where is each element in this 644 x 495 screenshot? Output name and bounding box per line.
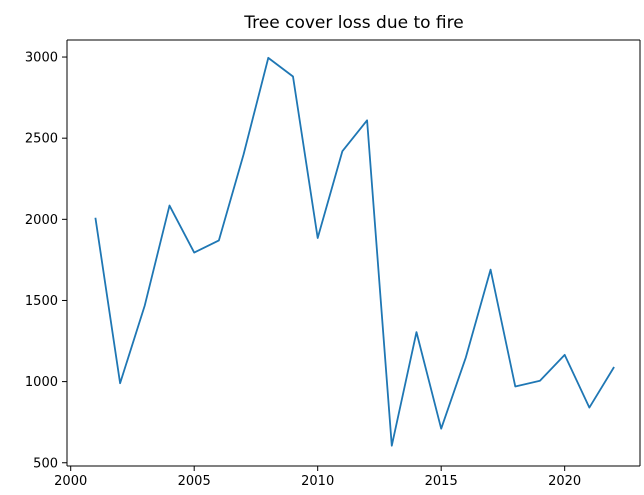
ticks: 2000 2005 2010 2015 2020 500 1000 1500 2000 2500 3… [25, 51, 581, 489]
data-point [316, 236, 320, 240]
series-line [94, 56, 615, 447]
x-tick-label: 2020 [548, 474, 581, 489]
data-point [118, 381, 122, 385]
data-point [414, 330, 418, 334]
data-point [266, 56, 270, 60]
data-point [513, 384, 517, 388]
y-tick-label: 3000 [25, 51, 58, 66]
x-tick-label: 2010 [301, 474, 334, 489]
x-tick-label: 2015 [425, 474, 458, 489]
data-point [93, 216, 97, 220]
y-tick-label: 1500 [25, 294, 58, 309]
data-point [538, 379, 542, 383]
data-point [365, 118, 369, 122]
y-tick-label: 1000 [25, 375, 58, 390]
data-point [192, 251, 196, 255]
data-point [390, 444, 394, 448]
series-layer [93, 56, 616, 448]
data-point [291, 75, 295, 79]
data-point [217, 238, 221, 242]
data-point [587, 406, 591, 410]
data-point [563, 353, 567, 357]
data-point [242, 152, 246, 156]
x-tick-label: 2000 [54, 474, 87, 489]
y-tick-label: 2000 [25, 213, 58, 228]
data-point [340, 149, 344, 153]
data-point [489, 268, 493, 272]
axes [66, 39, 641, 467]
y-tick-label: 2500 [25, 132, 58, 147]
chart-title: Tree cover loss due to fire [243, 13, 463, 33]
data-point [439, 427, 443, 431]
y-tick-label: 500 [33, 456, 58, 471]
data-point [167, 204, 171, 208]
data-point [464, 355, 468, 359]
data-point [612, 365, 616, 369]
x-tick-label: 2005 [178, 474, 211, 489]
data-point [143, 303, 147, 307]
